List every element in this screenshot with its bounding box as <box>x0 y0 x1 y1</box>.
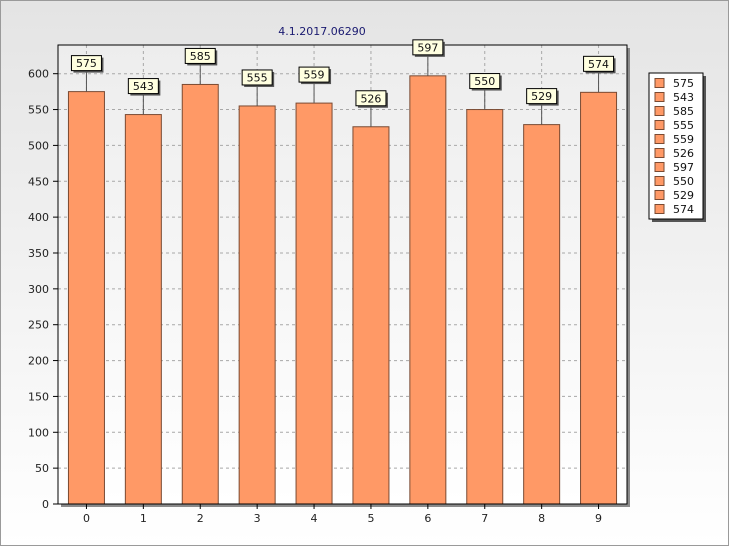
data-label: 543 <box>133 80 154 93</box>
data-label: 526 <box>360 92 381 105</box>
bar-4[interactable] <box>295 102 333 505</box>
x-tick-label: 4 <box>311 512 318 525</box>
data-label-box <box>469 73 501 90</box>
plot-frame <box>57 44 628 505</box>
y-tick-label: 450 <box>28 175 49 188</box>
y-tick-label: 400 <box>28 211 49 224</box>
y-tick-label: 200 <box>28 355 49 368</box>
legend-swatch <box>654 162 665 172</box>
bar-8[interactable] <box>523 124 561 505</box>
bar-2[interactable] <box>181 83 219 505</box>
bar-3[interactable] <box>238 105 276 505</box>
legend-entry[interactable]: 555 <box>673 119 694 132</box>
data-label: 574 <box>588 58 609 71</box>
x-tick-label: 2 <box>197 512 204 525</box>
legend-swatch <box>654 190 665 200</box>
legend-swatch <box>654 134 665 144</box>
legend-swatch <box>654 78 665 88</box>
data-label: 575 <box>76 57 97 70</box>
x-tick-label: 0 <box>83 512 90 525</box>
legend-entry[interactable]: 597 <box>673 161 694 174</box>
legend-entry[interactable]: 575 <box>673 77 694 90</box>
x-tick-label: 3 <box>254 512 261 525</box>
bar-6[interactable] <box>409 75 447 505</box>
data-label-box <box>184 47 216 64</box>
y-tick-label: 250 <box>28 319 49 332</box>
data-label: 529 <box>531 90 552 103</box>
legend-entry[interactable]: 529 <box>673 189 694 202</box>
bar-5[interactable] <box>352 126 390 505</box>
legend-swatch <box>654 204 665 214</box>
bar-7[interactable] <box>466 109 504 505</box>
y-tick-label: 50 <box>35 462 49 475</box>
legend-entry[interactable]: 559 <box>673 133 694 146</box>
legend-swatch <box>654 92 665 102</box>
y-tick-label: 600 <box>28 68 49 81</box>
legend-entry[interactable]: 574 <box>673 203 694 216</box>
legend-entry[interactable]: 585 <box>673 105 694 118</box>
x-tick-label: 7 <box>481 512 488 525</box>
legend-swatch <box>654 106 665 116</box>
y-tick-label: 300 <box>28 283 49 296</box>
data-label-box <box>526 88 558 105</box>
x-tick-label: 8 <box>538 512 545 525</box>
data-label-box <box>70 55 102 72</box>
data-label: 550 <box>474 75 495 88</box>
legend-entry[interactable]: 543 <box>673 91 694 104</box>
x-tick-label: 6 <box>424 512 431 525</box>
y-tick-label: 550 <box>28 104 49 117</box>
data-label-box <box>241 69 273 86</box>
y-tick-label: 500 <box>28 139 49 152</box>
data-label-box <box>412 39 444 56</box>
legend-swatch <box>654 148 665 158</box>
data-label-box <box>298 66 330 83</box>
legend-entry[interactable]: 526 <box>673 147 694 160</box>
bar-0[interactable] <box>67 91 105 505</box>
y-tick-label: 350 <box>28 247 49 260</box>
y-tick-label: 0 <box>42 498 49 511</box>
y-tick-label: 100 <box>28 426 49 439</box>
data-label-box <box>127 78 159 95</box>
data-label-box <box>355 90 387 107</box>
data-label: 555 <box>247 71 268 84</box>
data-label: 559 <box>304 69 325 82</box>
x-tick-label: 1 <box>140 512 147 525</box>
legend-entry[interactable]: 550 <box>673 175 694 188</box>
data-label: 585 <box>190 50 211 63</box>
legend-swatch <box>654 176 665 186</box>
bar-9[interactable] <box>580 91 618 505</box>
y-tick-label: 150 <box>28 390 49 403</box>
legend-swatch <box>654 120 665 130</box>
data-label-box <box>583 55 615 72</box>
x-tick-label: 5 <box>367 512 374 525</box>
x-tick-label: 9 <box>595 512 602 525</box>
chart-title: 4.1.2017.06290 <box>278 25 365 38</box>
bar-1[interactable] <box>124 114 162 505</box>
data-label: 597 <box>417 41 438 54</box>
